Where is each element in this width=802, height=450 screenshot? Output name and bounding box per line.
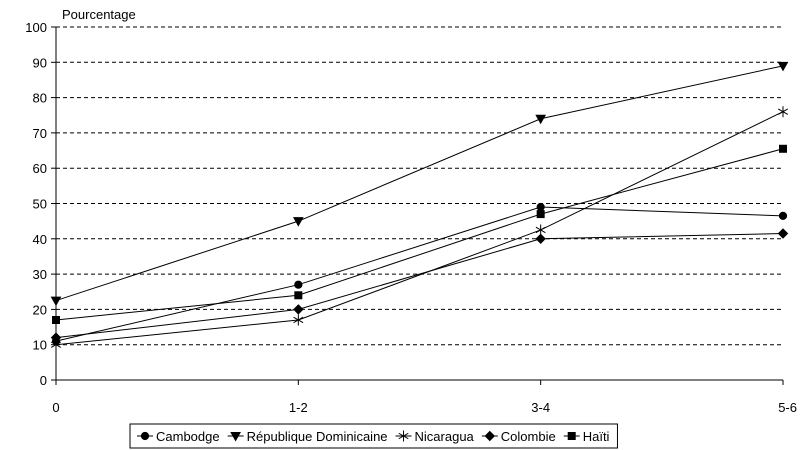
legend-label: Cambodge (156, 429, 220, 444)
y-tick-label: 60 (33, 161, 47, 176)
y-tick-label: 50 (33, 197, 47, 212)
legend-item: Haïti (563, 429, 610, 444)
legend-item: République Dominicaine (227, 429, 388, 444)
series-line (55, 233, 784, 339)
data-point-square (536, 210, 545, 219)
series-line (55, 148, 784, 321)
axes (51, 26, 784, 385)
legend-label: Colombie (501, 429, 556, 444)
data-point-circle (778, 211, 788, 220)
data-point-triangle-down (535, 114, 547, 125)
y-tick-label: 40 (33, 232, 47, 247)
y-tick-label: 80 (33, 91, 47, 106)
x-tick-label: 1-2 (289, 400, 308, 415)
y-tick-label: 20 (33, 302, 47, 317)
data-point-triangle-down (50, 296, 62, 307)
data-point-diamond (777, 228, 789, 239)
series-4 (52, 144, 787, 324)
legend-item: Colombie (481, 429, 556, 444)
data-point-square (294, 291, 303, 300)
legend-box (129, 423, 618, 449)
data-point-triangle-down (230, 432, 241, 442)
x-tick-label: 3-4 (531, 400, 550, 415)
y-tick-label: 0 (40, 373, 47, 388)
data-point-circle (140, 431, 150, 441)
data-point-star (398, 430, 409, 442)
y-axis-label: Pourcentage (62, 7, 136, 22)
series-3 (50, 228, 789, 343)
series-group (50, 61, 789, 351)
legend-label: Nicaragua (415, 429, 475, 444)
data-point-square (567, 432, 576, 440)
x-tick-labels: 0 1-2 3-4 5-6 (52, 400, 797, 415)
series-line (55, 206, 784, 342)
x-tick-label: 0 (52, 400, 59, 415)
data-point-diamond (535, 233, 546, 245)
legend-item: Nicaragua (395, 429, 475, 444)
data-point-circle (294, 280, 303, 289)
data-point-square (52, 315, 60, 324)
series-line (55, 65, 784, 302)
y-tick-labels: 0 10 20 30 40 50 60 70 80 90 100 (25, 20, 47, 388)
series-line (55, 111, 784, 346)
data-point-triangle-down (777, 61, 789, 72)
data-point-diamond (293, 304, 304, 315)
y-tick-label: 90 (33, 55, 47, 70)
y-tick-label: 10 (33, 338, 47, 353)
y-tick-label: 70 (33, 126, 47, 141)
x-tick-label: 5-6 (778, 400, 797, 415)
grid-lines (56, 26, 783, 346)
data-point-star (293, 314, 304, 326)
legend-label: Haïti (583, 429, 610, 444)
data-point-diamond (50, 332, 62, 343)
data-point-triangle-down (292, 217, 304, 227)
data-point-square (779, 144, 787, 153)
y-tick-label: 30 (33, 267, 47, 282)
data-point-circle (536, 202, 545, 212)
series-1 (50, 61, 789, 307)
y-tick-label: 100 (25, 20, 47, 35)
data-point-star (777, 106, 789, 118)
legend-label: République Dominicaine (247, 429, 388, 444)
data-point-diamond (484, 430, 496, 442)
legend: Cambodge République Dominicaine Nicaragua C… (129, 423, 618, 449)
series-2 (50, 106, 789, 351)
legend-item: Cambodge (137, 429, 220, 444)
